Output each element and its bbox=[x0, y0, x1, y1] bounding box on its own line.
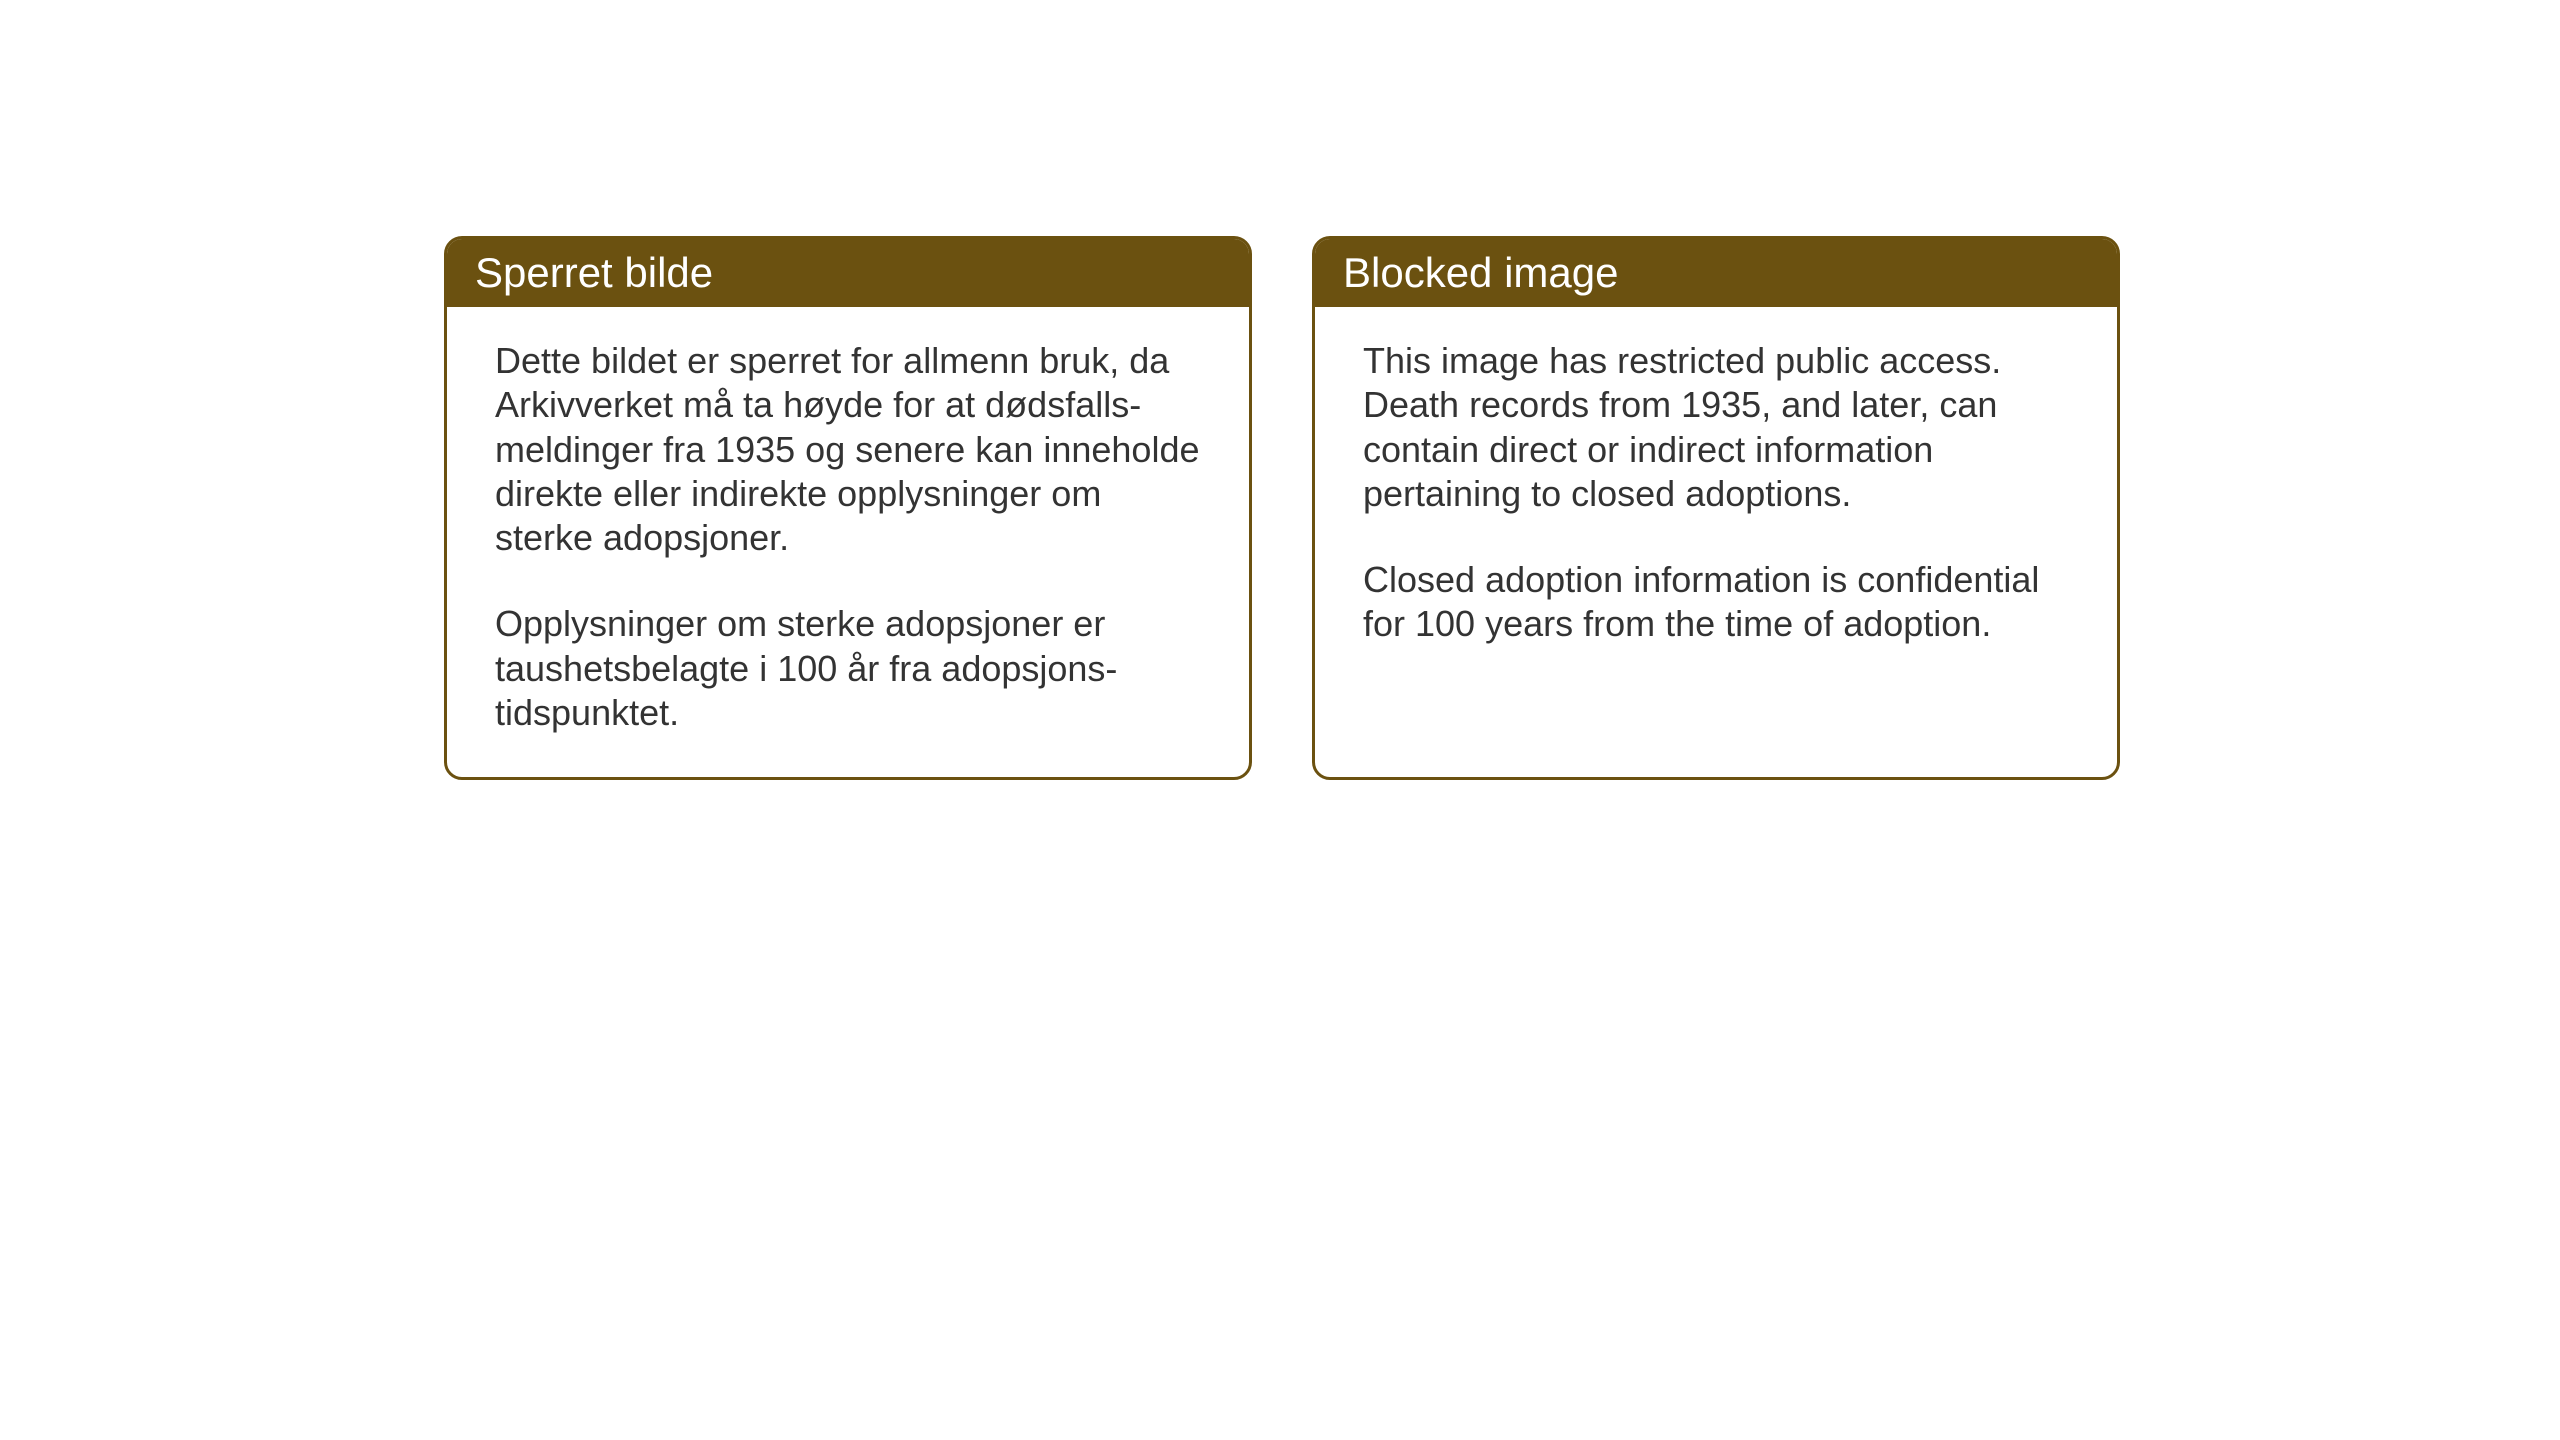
cards-container: Sperret bilde Dette bildet er sperret fo… bbox=[0, 0, 2560, 780]
card-paragraph: Dette bildet er sperret for allmenn bruk… bbox=[495, 339, 1201, 560]
card-header-norwegian: Sperret bilde bbox=[447, 239, 1249, 307]
card-paragraph: This image has restricted public access.… bbox=[1363, 339, 2069, 516]
card-paragraph: Closed adoption information is confident… bbox=[1363, 558, 2069, 647]
blocked-image-card-english: Blocked image This image has restricted … bbox=[1312, 236, 2120, 780]
card-body-english: This image has restricted public access.… bbox=[1315, 307, 2117, 707]
blocked-image-card-norwegian: Sperret bilde Dette bildet er sperret fo… bbox=[444, 236, 1252, 780]
card-body-norwegian: Dette bildet er sperret for allmenn bruk… bbox=[447, 307, 1249, 777]
card-paragraph: Opplysninger om sterke adopsjoner er tau… bbox=[495, 602, 1201, 735]
card-header-english: Blocked image bbox=[1315, 239, 2117, 307]
card-title-english: Blocked image bbox=[1343, 249, 1618, 296]
card-title-norwegian: Sperret bilde bbox=[475, 249, 713, 296]
